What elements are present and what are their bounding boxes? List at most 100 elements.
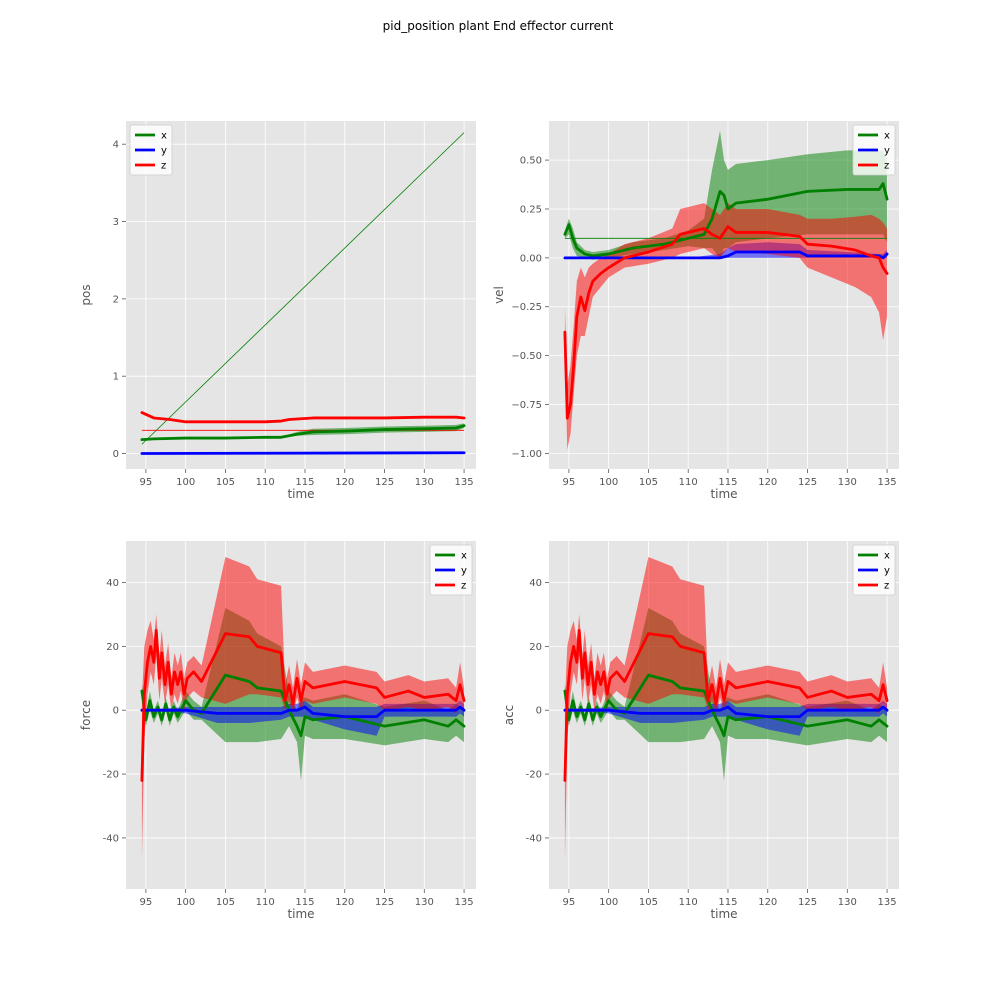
legend-label-y: y [884, 146, 890, 157]
x-axis-label: time [710, 487, 737, 501]
y-tick-label: 40 [529, 578, 542, 589]
figure-title: pid_position plant End effector current [383, 19, 614, 33]
legend: xyz [852, 124, 896, 176]
x-tick-label: 135 [455, 897, 474, 908]
plot-area [126, 121, 476, 469]
x-tick-label: 100 [599, 897, 618, 908]
y-tick-label: 0 [113, 449, 119, 460]
data-layer [140, 556, 466, 861]
y-tick-label: 4 [113, 140, 119, 151]
y-tick-label: -40 [526, 833, 542, 844]
y-tick-label: 0 [113, 706, 119, 717]
legend: xyz [852, 544, 896, 596]
data-layer [563, 130, 889, 450]
legend-label-z: z [884, 581, 889, 592]
data-layer [140, 132, 466, 455]
band-x [141, 423, 465, 440]
series-line-z [563, 628, 889, 782]
y-tick-label: 0.50 [520, 156, 542, 167]
subplot-vel: 95 100 105 110 115 120 125 130 135 −1.00 −0.75 −0.5… [492, 121, 899, 501]
x-tick-label: 135 [878, 477, 897, 488]
y-tick-label: 3 [113, 217, 119, 228]
x-tick-label: 135 [455, 477, 474, 488]
x-tick-label: 110 [679, 897, 698, 908]
x-tick-label: 125 [798, 477, 817, 488]
legend-label-x: x [884, 551, 890, 562]
legend-label-z: z [461, 581, 466, 592]
legend: xyz [429, 544, 473, 596]
series-line-z [140, 411, 466, 424]
x-axis-label: time [287, 907, 314, 921]
x-tick-label: 130 [838, 477, 857, 488]
y-tick-label: −1.00 [511, 449, 542, 460]
y-tick-label: 20 [106, 642, 119, 653]
x-tick-label: 100 [599, 477, 618, 488]
subplot-pos: 95 100 105 110 115 120 125 130 135 0 1 2 3 4 time pos xy… [79, 121, 476, 501]
x-tick-label: 125 [375, 897, 394, 908]
x-tick-label: 105 [639, 477, 658, 488]
y-tick-label: 0 [536, 706, 542, 717]
series-line-x [563, 673, 889, 738]
x-tick-label: 95 [140, 897, 153, 908]
x-tick-label: 120 [758, 897, 777, 908]
x-tick-label: 135 [878, 897, 897, 908]
y-axis-label: force [79, 700, 93, 730]
legend-label-z: z [884, 161, 889, 172]
reference-line-x [141, 132, 465, 445]
x-tick-label: 120 [335, 477, 354, 488]
y-tick-label: 40 [106, 578, 119, 589]
y-axis-label: acc [502, 705, 516, 726]
series-line-z [563, 225, 889, 420]
y-tick-label: -20 [103, 770, 119, 781]
x-tick-label: 105 [639, 897, 658, 908]
legend: xyz [129, 124, 173, 176]
y-tick-label: 0.00 [520, 253, 542, 264]
x-tick-label: 95 [563, 897, 576, 908]
x-tick-label: 100 [176, 477, 195, 488]
band-z [564, 556, 888, 861]
series-line-y [140, 705, 466, 718]
series-line-y [140, 451, 466, 455]
legend-label-x: x [461, 551, 467, 562]
legend-label-y: y [461, 566, 467, 577]
x-tick-label: 130 [838, 897, 857, 908]
band-z [564, 203, 888, 450]
legend-label-z: z [161, 161, 166, 172]
subplot-force: 95 100 105 110 115 120 125 130 135 -40 -20 0 20 40 tim… [79, 541, 476, 921]
x-tick-label: 120 [335, 897, 354, 908]
x-tick-label: 110 [256, 897, 275, 908]
legend-label-y: y [884, 566, 890, 577]
y-tick-label: 2 [113, 294, 119, 305]
series-line-z [140, 628, 466, 782]
series-line-x [140, 424, 466, 442]
series-line-y [563, 705, 889, 718]
y-tick-label: 20 [529, 642, 542, 653]
x-tick-label: 115 [295, 897, 314, 908]
x-tick-label: 115 [718, 897, 737, 908]
x-tick-label: 110 [679, 477, 698, 488]
x-tick-label: 95 [140, 477, 153, 488]
y-axis-label: vel [492, 286, 506, 304]
legend-label-x: x [884, 131, 890, 142]
y-tick-label: -20 [526, 770, 542, 781]
series-line-x [563, 182, 889, 258]
x-axis-label: time [287, 487, 314, 501]
x-tick-label: 120 [758, 477, 777, 488]
x-tick-label: 105 [216, 477, 235, 488]
y-tick-label: 1 [113, 372, 119, 383]
x-axis-label: time [710, 907, 737, 921]
y-tick-label: −0.50 [511, 351, 542, 362]
y-tick-label: -40 [103, 833, 119, 844]
x-tick-label: 95 [563, 477, 576, 488]
series-line-x [140, 673, 466, 738]
subplot-acc: 95 100 105 110 115 120 125 130 135 -40 -20 0 20 40 tim… [502, 541, 899, 921]
y-tick-label: −0.75 [511, 400, 542, 411]
data-layer [563, 556, 889, 861]
y-axis-label: pos [79, 284, 93, 305]
x-tick-label: 125 [798, 897, 817, 908]
x-tick-label: 125 [375, 477, 394, 488]
legend-label-y: y [161, 146, 167, 157]
x-tick-label: 100 [176, 897, 195, 908]
y-tick-label: −0.25 [511, 302, 542, 313]
